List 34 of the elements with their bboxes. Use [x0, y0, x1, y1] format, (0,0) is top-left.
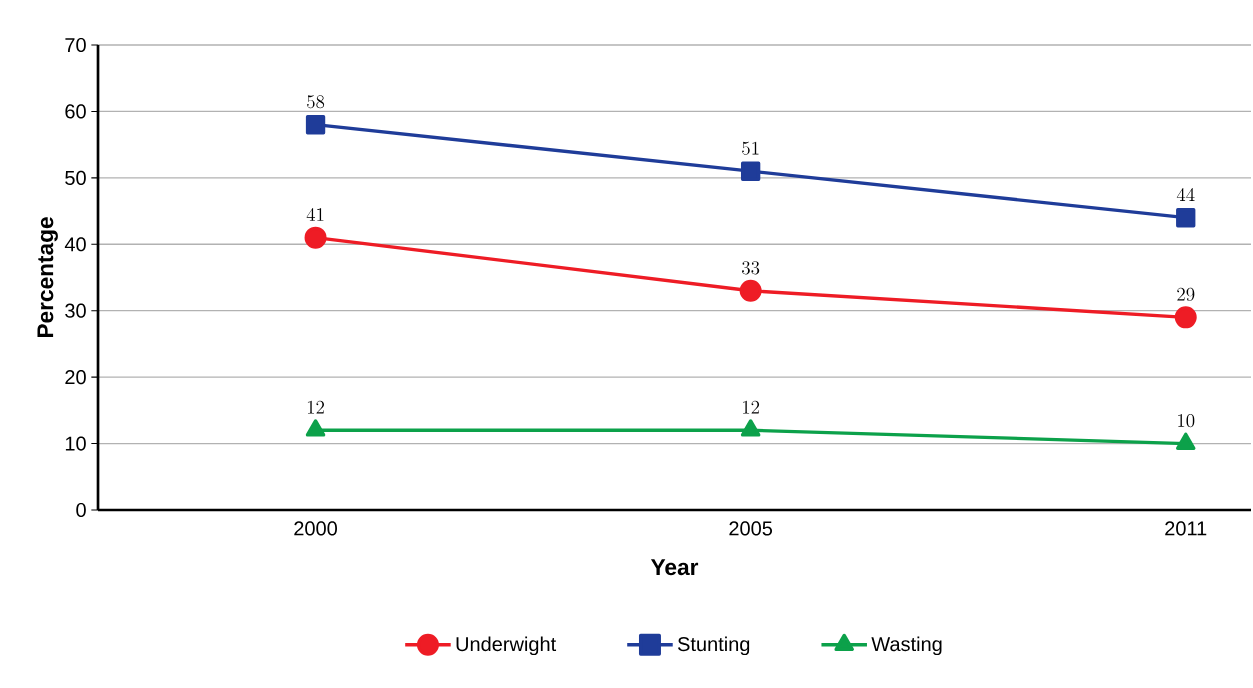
point	[740, 419, 761, 437]
data-label: 29	[1177, 287, 1195, 301]
y-tick-label: 50	[65, 170, 86, 185]
point	[1176, 208, 1196, 228]
y-axis-title: Percentage	[37, 217, 58, 338]
point	[1174, 306, 1197, 329]
legend-label: Stunting	[677, 636, 750, 656]
y-tick-label: 40	[64, 237, 86, 252]
legend-label: Wasting	[871, 636, 942, 656]
data-label: 44	[1176, 187, 1195, 201]
point	[305, 419, 326, 437]
y-tick-label: 20	[65, 370, 86, 385]
data-label: 51	[742, 141, 759, 155]
data-label: 10	[1178, 414, 1195, 428]
data-label: 12	[743, 400, 760, 414]
x-axis-title: Year	[650, 559, 699, 576]
point	[740, 161, 761, 181]
y-tick-label: 30	[65, 303, 86, 318]
y-tick-label: 0	[76, 502, 86, 518]
y-tick-label: 60	[65, 104, 86, 119]
x-tick-label: 2011	[1165, 521, 1207, 536]
point	[1175, 432, 1196, 450]
data-label: 41	[306, 207, 324, 221]
data-label: 33	[742, 261, 760, 275]
point	[305, 115, 326, 135]
data-label: 12	[307, 400, 324, 414]
point	[304, 226, 327, 249]
data-label: 58	[307, 95, 325, 109]
x-tick-label: 2005	[729, 521, 773, 536]
y-tick-label: 10	[65, 436, 86, 451]
y-tick-label: 70	[65, 37, 86, 53]
x-tick-label: 2000	[294, 521, 337, 536]
point	[739, 279, 762, 302]
legend-label: Underwight	[456, 636, 557, 656]
